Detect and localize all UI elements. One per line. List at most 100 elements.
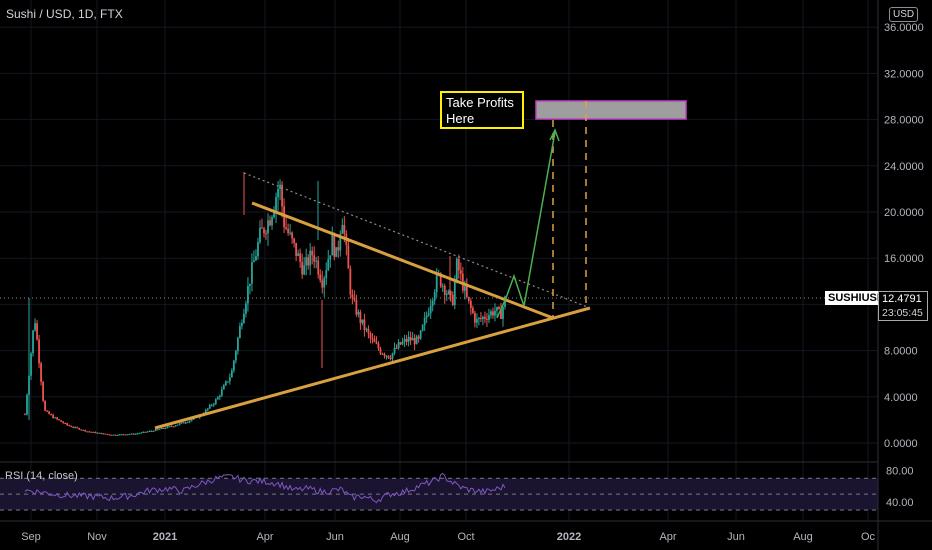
candle-body xyxy=(158,429,161,431)
candle-body xyxy=(96,432,99,434)
last-price: 12.4791 xyxy=(882,293,922,305)
candle-body xyxy=(146,431,149,433)
x-tick-label: Nov xyxy=(87,531,107,543)
candle-body xyxy=(204,409,207,414)
candle-body xyxy=(74,427,77,429)
candle-body xyxy=(247,286,249,304)
candle-body xyxy=(453,281,456,306)
candle-body xyxy=(118,434,121,436)
candle-body xyxy=(138,433,141,435)
candle-body xyxy=(238,326,241,338)
candle-body xyxy=(126,434,129,436)
candle-body xyxy=(92,431,95,433)
candle-body xyxy=(271,217,273,226)
candle-body xyxy=(188,420,191,423)
y-tick-label: 32.0000 xyxy=(884,68,924,80)
candle-body xyxy=(100,432,103,434)
candle-body xyxy=(391,353,394,359)
candle-body xyxy=(40,363,42,382)
x-tick-label: Apr xyxy=(659,531,676,543)
target-zone xyxy=(535,100,687,120)
candle-body xyxy=(232,360,235,371)
candle-body xyxy=(367,328,370,334)
candle-body xyxy=(379,348,382,354)
candle-body xyxy=(494,310,496,316)
candle-body xyxy=(321,280,324,288)
candle-body xyxy=(208,405,211,409)
candle-body xyxy=(353,297,356,300)
candle-body xyxy=(467,296,470,301)
candle-body xyxy=(249,283,251,287)
candle-body xyxy=(441,285,444,287)
candle-body xyxy=(34,323,36,331)
candle-body xyxy=(190,419,193,421)
candle-body xyxy=(484,316,486,319)
candle-body xyxy=(409,336,412,341)
candle-body xyxy=(120,434,123,436)
candle-body xyxy=(218,395,221,398)
candle-body xyxy=(277,188,279,198)
candle-body xyxy=(172,426,175,428)
candle-body xyxy=(176,424,179,426)
candle-body xyxy=(152,430,155,432)
candle-body xyxy=(482,316,484,319)
x-tick-label: 2022 xyxy=(557,531,581,543)
gridlines xyxy=(0,0,878,520)
candle-body xyxy=(24,414,26,416)
candle-body xyxy=(375,342,378,344)
candle-body xyxy=(347,245,350,269)
rsi-line xyxy=(24,472,506,504)
candle-body xyxy=(303,265,306,275)
candle-body xyxy=(182,422,185,424)
candle-body xyxy=(498,306,500,309)
resistance-trendline xyxy=(251,201,554,320)
candle-body xyxy=(369,333,372,339)
candle-body xyxy=(389,358,392,360)
candle-body xyxy=(471,307,474,313)
y-tick-label: 24.0000 xyxy=(884,161,924,173)
candle-body xyxy=(297,253,300,256)
rsi-label[interactable]: RSI (14, close) xyxy=(5,470,78,482)
x-tick-label: Jun xyxy=(326,531,344,543)
candle-body xyxy=(407,336,410,342)
candle-body xyxy=(116,434,119,436)
candle-body xyxy=(168,426,171,428)
candle-body xyxy=(475,319,478,323)
candle-body xyxy=(291,232,294,239)
bar-countdown: 23:05:45 xyxy=(882,307,923,319)
candle-body xyxy=(241,323,243,327)
candle-body xyxy=(359,312,362,324)
candle-body xyxy=(309,250,312,266)
candle-body xyxy=(206,408,209,410)
candle-body xyxy=(108,434,111,436)
currency-badge[interactable]: USD xyxy=(889,7,919,22)
take-profit-note[interactable]: Take Profits Here xyxy=(440,91,524,129)
candle-body xyxy=(60,420,63,422)
candle-body xyxy=(98,432,101,434)
candle-body xyxy=(160,428,163,430)
candle-body xyxy=(343,225,346,234)
candle-body xyxy=(361,319,364,324)
candle-body xyxy=(425,315,428,318)
x-tick-label: Aug xyxy=(793,531,813,543)
candle-body xyxy=(355,299,358,315)
candle-body xyxy=(132,433,135,435)
candle-body xyxy=(281,184,283,207)
candle-body xyxy=(451,294,454,306)
candle-body xyxy=(473,312,476,323)
candle-body xyxy=(307,257,310,266)
candle-body xyxy=(479,317,482,319)
candle-body xyxy=(335,247,338,257)
candle-body xyxy=(275,197,277,211)
candle-body xyxy=(253,260,255,263)
candle-body xyxy=(220,389,223,396)
candle-body xyxy=(68,425,71,427)
candle-body xyxy=(285,227,287,229)
candle-body xyxy=(216,397,219,400)
candle-body xyxy=(403,339,406,342)
candle-body xyxy=(66,423,69,426)
candle-body xyxy=(154,429,157,431)
dotted-trendline xyxy=(243,172,591,309)
x-tick-label: Jun xyxy=(727,531,745,543)
